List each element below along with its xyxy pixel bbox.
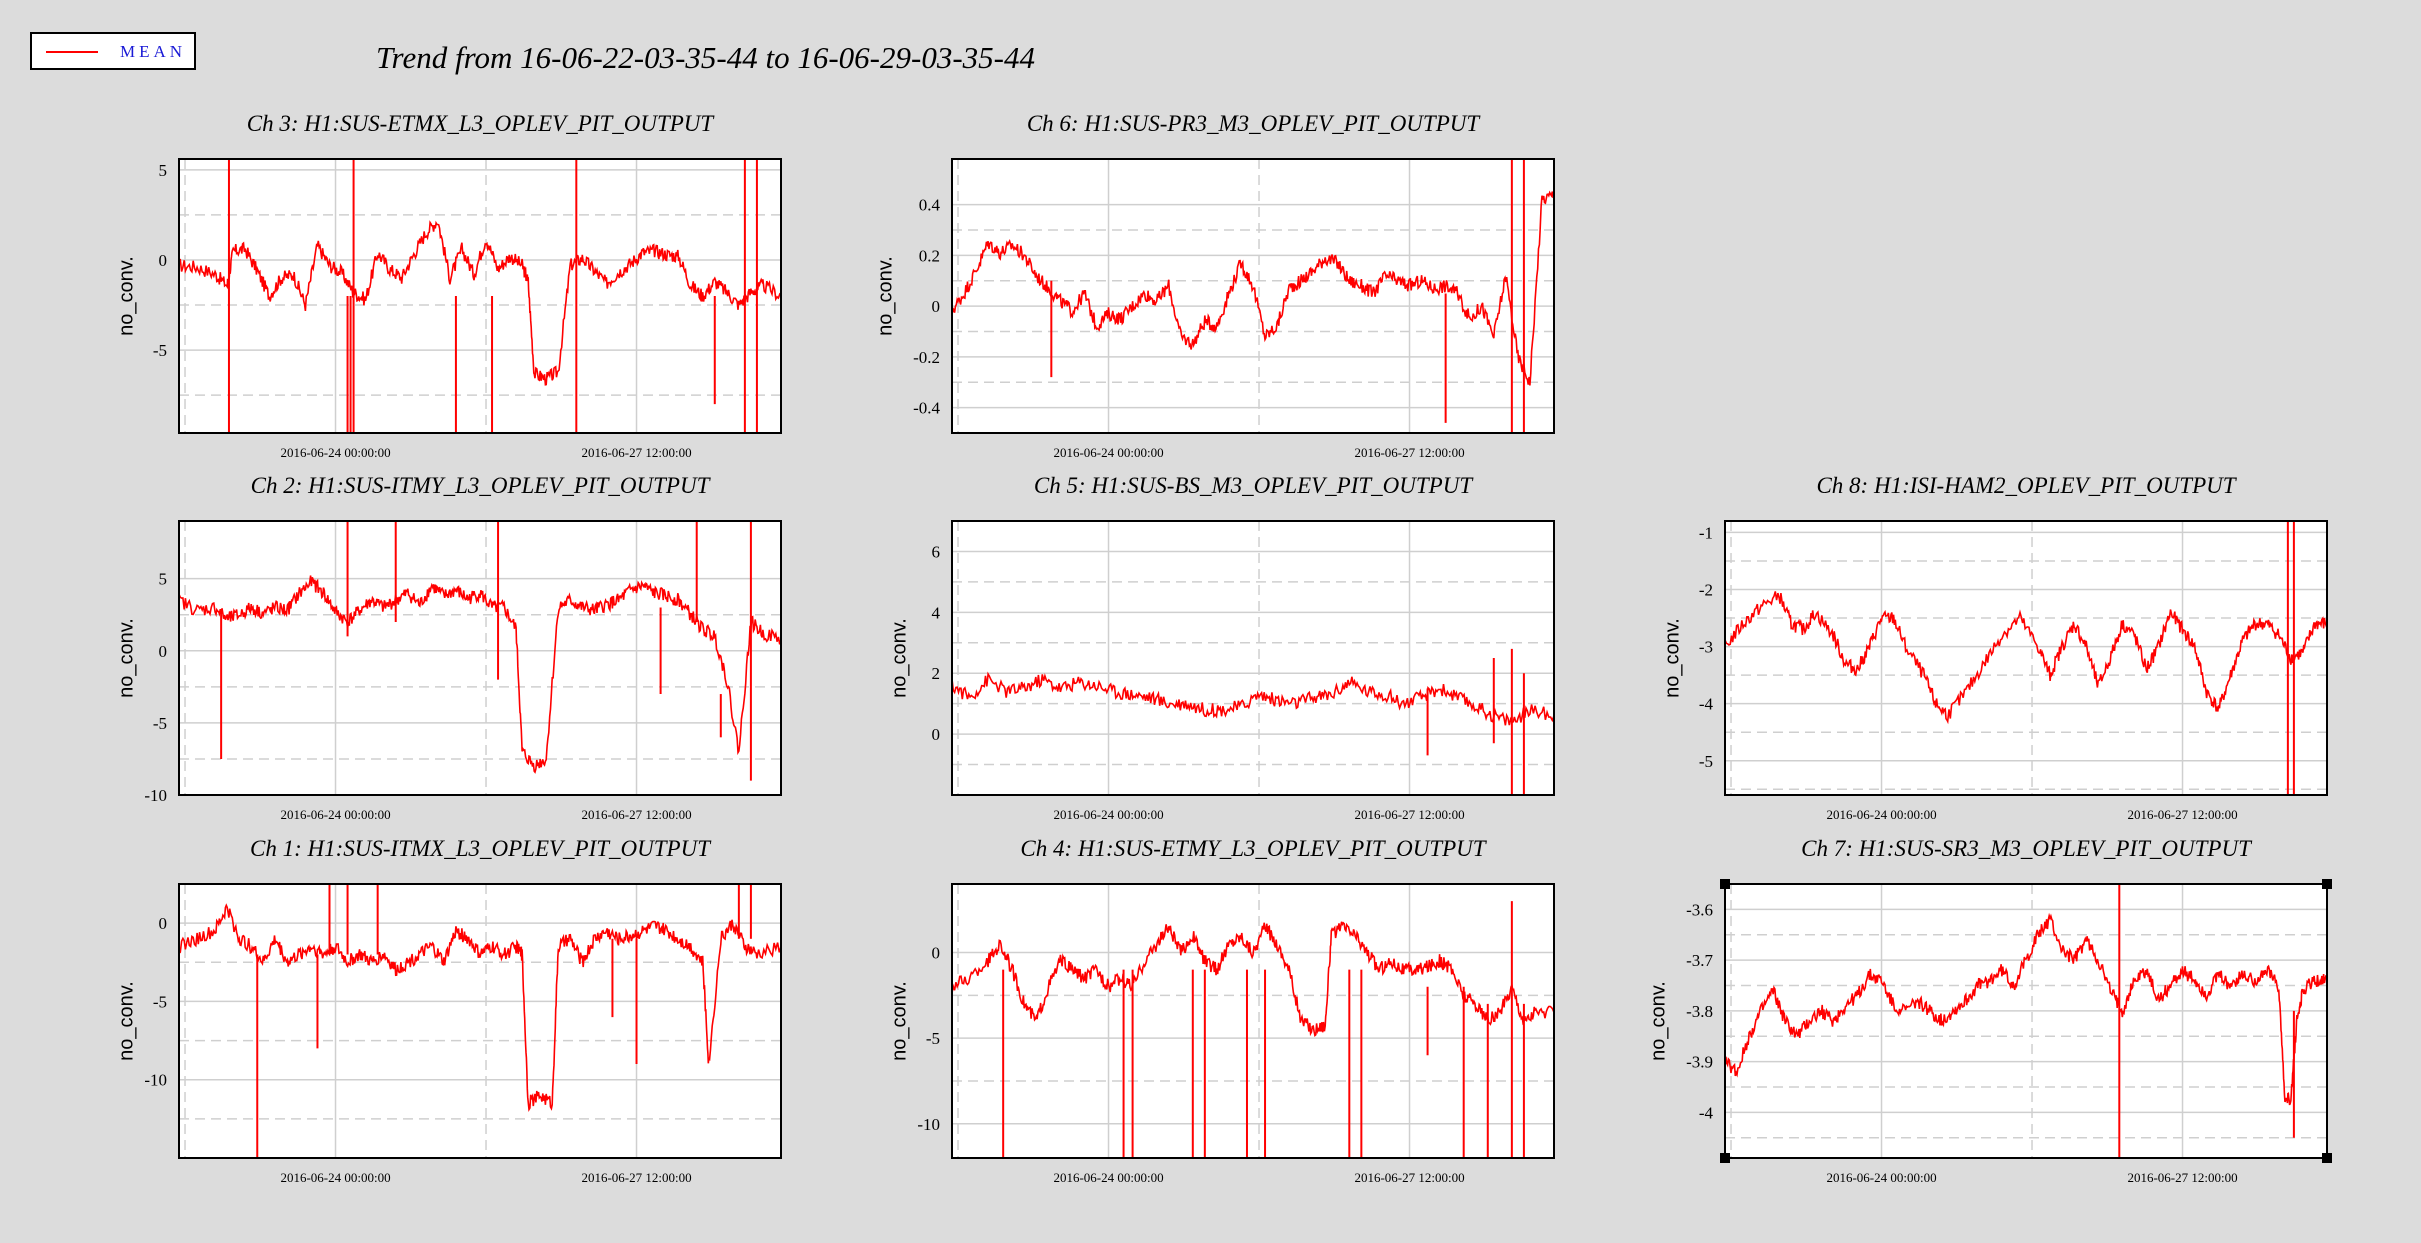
y-tick-label: 4 xyxy=(932,603,941,622)
legend: MEAN xyxy=(30,32,196,70)
series-line xyxy=(178,903,782,1112)
series-line xyxy=(178,220,782,386)
y-tick-label: -5 xyxy=(926,1029,940,1048)
y-tick-label: -5 xyxy=(1699,752,1713,771)
panel-title: Ch 7: H1:SUS-SR3_M3_OPLEV_PIT_OUTPUT xyxy=(1801,836,2251,861)
plot-frame xyxy=(178,883,782,1159)
x-tick-label: 2016-06-24 00:00:00 xyxy=(280,1170,390,1185)
y-tick-label: 0 xyxy=(159,251,168,270)
y-tick-label: 0 xyxy=(159,914,168,933)
x-tick-label: 2016-06-27 12:00:00 xyxy=(1354,807,1464,822)
plot-frame xyxy=(1724,883,2328,1159)
x-tick-label: 2016-06-27 12:00:00 xyxy=(581,445,691,460)
y-tick-label: -5 xyxy=(153,992,167,1011)
y-tick-label: -3 xyxy=(1699,638,1713,657)
plot-area xyxy=(179,159,781,433)
series-line xyxy=(178,575,782,774)
panel-title: Ch 2: H1:SUS-ITMY_L3_OPLEV_PIT_OUTPUT xyxy=(250,473,710,498)
y-tick-label: 5 xyxy=(159,161,168,180)
y-tick-label: 0 xyxy=(932,944,941,963)
y-tick-label: -3.8 xyxy=(1686,1002,1713,1021)
plot-frame xyxy=(951,158,1555,434)
y-tick-label: 0 xyxy=(159,642,168,661)
y-tick-label: -4 xyxy=(1699,1103,1714,1122)
plot-area xyxy=(952,521,1554,795)
series-line xyxy=(1724,591,2328,725)
panel-title: Ch 1: H1:SUS-ITMX_L3_OPLEV_PIT_OUTPUT xyxy=(250,836,710,861)
series-line xyxy=(951,190,1555,386)
plot-frame xyxy=(178,520,782,796)
x-tick-label: 2016-06-24 00:00:00 xyxy=(280,445,390,460)
legend-label: MEAN xyxy=(120,42,187,61)
y-tick-label: -3.9 xyxy=(1686,1053,1713,1072)
y-tick-label: -10 xyxy=(144,786,167,805)
panel-title: Ch 6: H1:SUS-PR3_M3_OPLEV_PIT_OUTPUT xyxy=(1026,111,1480,136)
y-tick-label: -0.2 xyxy=(913,348,940,367)
selection-handle[interactable] xyxy=(2322,1153,2332,1163)
x-tick-label: 2016-06-24 00:00:00 xyxy=(1053,1170,1163,1185)
x-tick-label: 2016-06-24 00:00:00 xyxy=(1053,445,1163,460)
selection-handle[interactable] xyxy=(1720,1153,1730,1163)
y-tick-label: -10 xyxy=(144,1071,167,1090)
x-tick-label: 2016-06-24 00:00:00 xyxy=(280,807,390,822)
plot-frame xyxy=(951,520,1555,796)
y-tick-label: -4 xyxy=(1699,695,1714,714)
y-tick-label: -10 xyxy=(917,1115,940,1134)
y-tick-label: 0 xyxy=(932,297,941,316)
x-tick-label: 2016-06-24 00:00:00 xyxy=(1053,807,1163,822)
series-line xyxy=(1724,912,2328,1106)
plot-frame xyxy=(951,883,1555,1159)
plot-area xyxy=(1725,521,2327,795)
y-tick-label: -3.7 xyxy=(1686,951,1713,970)
x-tick-label: 2016-06-24 00:00:00 xyxy=(1826,807,1936,822)
x-tick-label: 2016-06-27 12:00:00 xyxy=(581,1170,691,1185)
x-tick-label: 2016-06-27 12:00:00 xyxy=(2127,807,2237,822)
plot-area xyxy=(952,884,1554,1158)
selection-handle[interactable] xyxy=(1720,879,1730,889)
y-tick-label: 6 xyxy=(932,542,941,561)
plot-frame xyxy=(1724,520,2328,796)
y-tick-label: 5 xyxy=(159,570,168,589)
page-title: Trend from 16-06-22-03-35-44 to 16-06-29… xyxy=(376,40,1035,75)
y-tick-label: -5 xyxy=(153,341,167,360)
x-tick-label: 2016-06-27 12:00:00 xyxy=(581,807,691,822)
panel-title: Ch 8: H1:ISI-HAM2_OPLEV_PIT_OUTPUT xyxy=(1816,473,2236,498)
x-tick-label: 2016-06-27 12:00:00 xyxy=(1354,1170,1464,1185)
y-tick-label: -1 xyxy=(1699,523,1713,542)
x-tick-label: 2016-06-24 00:00:00 xyxy=(1826,1170,1936,1185)
plot-area xyxy=(179,521,781,795)
x-tick-label: 2016-06-27 12:00:00 xyxy=(1354,445,1464,460)
series-line xyxy=(951,921,1555,1038)
selection-handle[interactable] xyxy=(2322,879,2332,889)
y-tick-label: -2 xyxy=(1699,581,1713,600)
panel-title: Ch 4: H1:SUS-ETMY_L3_OPLEV_PIT_OUTPUT xyxy=(1020,836,1486,861)
y-tick-label: -0.4 xyxy=(913,399,940,418)
plot-frame xyxy=(178,158,782,434)
plot-area xyxy=(952,159,1554,433)
y-tick-label: 0.2 xyxy=(919,246,940,265)
legend-swatch xyxy=(46,51,98,53)
x-tick-label: 2016-06-27 12:00:00 xyxy=(2127,1170,2237,1185)
y-tick-label: -5 xyxy=(153,714,167,733)
series-line xyxy=(951,671,1555,726)
y-tick-label: 0.4 xyxy=(919,196,941,215)
plot-area xyxy=(1725,884,2327,1158)
plot-area xyxy=(179,884,781,1158)
y-tick-label: 2 xyxy=(932,664,941,683)
y-tick-label: -3.6 xyxy=(1686,900,1713,919)
y-tick-label: 0 xyxy=(932,725,941,744)
panel-title: Ch 5: H1:SUS-BS_M3_OPLEV_PIT_OUTPUT xyxy=(1033,473,1473,498)
panel-title: Ch 3: H1:SUS-ETMX_L3_OPLEV_PIT_OUTPUT xyxy=(246,111,714,136)
